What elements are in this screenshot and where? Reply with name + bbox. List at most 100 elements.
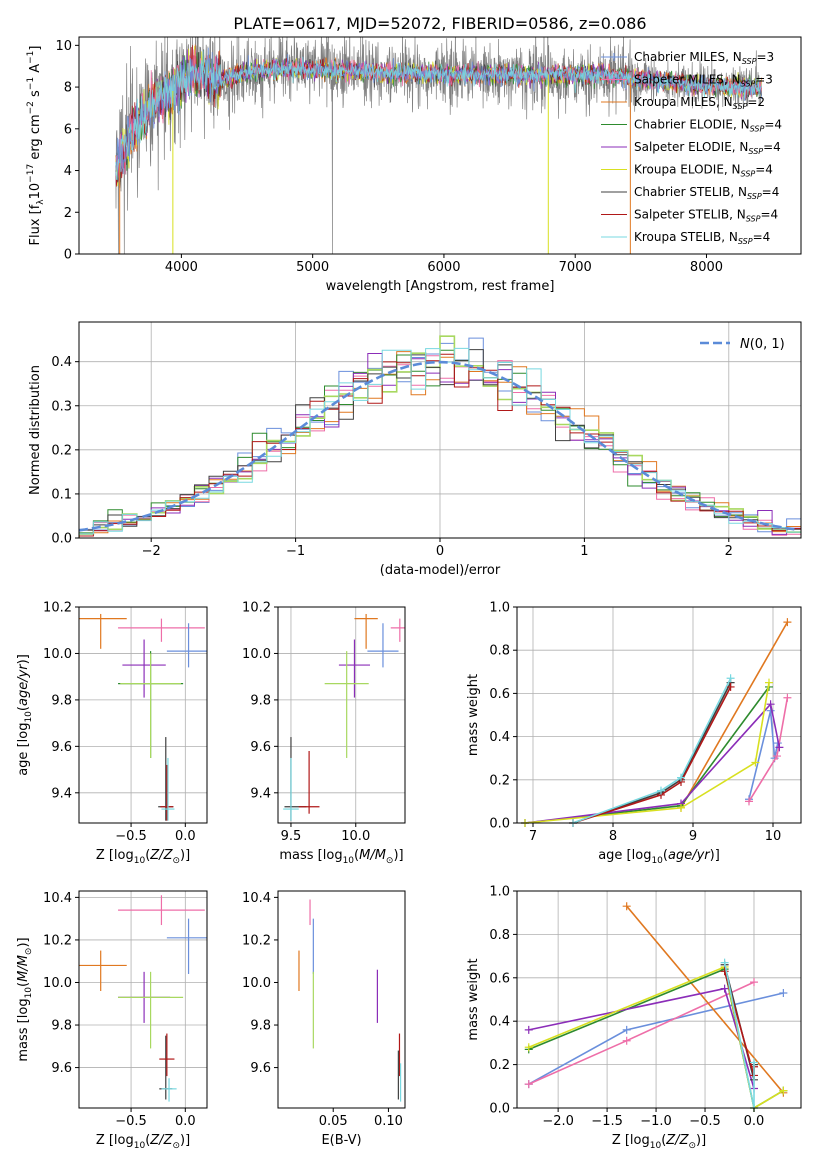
legend-label: Salpeter MILES, NSSP=3 bbox=[634, 73, 773, 89]
weight-marker bbox=[524, 1025, 533, 1034]
mass-vs-extinction-chart: 0.05 0.10 9.6 9.8 10.0 10.2 10.4 E(B-V) bbox=[242, 890, 406, 1148]
y-tick-label: 0.0 bbox=[489, 1102, 510, 1117]
y-tick-label: 10.0 bbox=[43, 976, 72, 991]
residuals-plot-area bbox=[79, 335, 801, 538]
x-tick-label: 10 bbox=[765, 829, 782, 844]
y-tick-label: 0.0 bbox=[51, 532, 72, 547]
x-tick-label: 5000 bbox=[296, 260, 329, 275]
y-tick-label: 10 bbox=[55, 39, 72, 54]
errorbar-point bbox=[367, 623, 399, 668]
x-axis-label: mass [log10(M/M⊙)] bbox=[279, 848, 403, 866]
errorbar-point bbox=[161, 757, 175, 821]
x-axis-label: E(B-V) bbox=[321, 1133, 361, 1148]
weight-marker bbox=[726, 682, 735, 691]
weight-marker bbox=[622, 1036, 631, 1045]
y-tick-label: 0.2 bbox=[489, 773, 510, 788]
x-axis-label: age [log10(age/yr)] bbox=[598, 848, 720, 866]
weight-series-kroupa-miles bbox=[626, 905, 785, 1094]
grid-lines bbox=[79, 891, 207, 1108]
weight-marker bbox=[720, 967, 729, 976]
errorbar-point bbox=[160, 764, 174, 821]
x-tick-label: 9.5 bbox=[281, 829, 302, 844]
weight-series-salpeter-elodie bbox=[524, 702, 781, 824]
errorbar-point bbox=[161, 1078, 177, 1102]
x-tick-label: 0.0 bbox=[175, 829, 196, 844]
x-tick-label: −2 bbox=[142, 544, 161, 559]
y-tick-label: 9.8 bbox=[51, 1019, 72, 1034]
legend-label: Kroupa MILES, NSSP=2 bbox=[634, 95, 765, 111]
mass_vs_Z-plot-area bbox=[79, 895, 207, 1102]
y-tick-label: 9.6 bbox=[250, 740, 271, 755]
y-tick-label: 10.2 bbox=[242, 601, 271, 616]
errorbar-point bbox=[338, 639, 371, 698]
errorbar-point bbox=[298, 751, 320, 814]
legend-label: Salpeter STELIB, NSSP=4 bbox=[634, 208, 778, 224]
y-tick-label: 10.4 bbox=[43, 891, 72, 906]
plot-frame bbox=[516, 606, 802, 824]
y-tick-label: 0.3 bbox=[51, 399, 72, 414]
errorbar-point bbox=[159, 1033, 175, 1077]
weight-series-kroupa-elodie bbox=[524, 682, 770, 824]
y-axis-label: Flux [fλ10−17 erg cm−2 s−1 A−1] bbox=[26, 46, 46, 246]
x-tick-label: 8000 bbox=[690, 260, 723, 275]
legend-label: Kroupa ELODIE, NSSP=4 bbox=[634, 163, 773, 179]
weight-marker bbox=[726, 674, 735, 683]
x-tick-label: −1.0 bbox=[640, 1114, 672, 1129]
errorbar-point bbox=[166, 623, 207, 668]
weight-series-salpeter-miles bbox=[748, 697, 789, 802]
y-tick-label: 10.2 bbox=[43, 601, 72, 616]
y-tick-label: 10.0 bbox=[242, 976, 271, 991]
weight-marker bbox=[779, 988, 788, 997]
y-tick-label: 0.4 bbox=[489, 1015, 510, 1030]
legend-marker bbox=[610, 53, 618, 61]
x-tick-label: 10.0 bbox=[341, 829, 370, 844]
weight-marker bbox=[677, 773, 685, 782]
legend-label: Chabrier MILES, NSSP=3 bbox=[634, 50, 774, 66]
weight-marker bbox=[783, 618, 792, 627]
spectrum-chart: 4000 5000 6000 7000 8000 0 2 4 6 8 10 wavelength [A… bbox=[26, 36, 802, 294]
x-tick-label: 0 bbox=[436, 544, 444, 559]
y-tick-label: 10.0 bbox=[242, 647, 271, 662]
y-tick-label: 6 bbox=[64, 122, 72, 137]
weight-marker bbox=[749, 978, 758, 987]
y-tick-label: 0.6 bbox=[489, 971, 510, 986]
weight-marker bbox=[677, 803, 685, 812]
weight-vs-metallicity-chart: −2.0 −1.5 −1.0 −0.5 0.0 0.0 0.2 0.4 0.6 0.8 1.0 Z [… bbox=[466, 885, 802, 1151]
y-tick-label: 9.8 bbox=[51, 693, 72, 708]
x-tick-label: −1.5 bbox=[591, 1114, 623, 1129]
y-tick-label: 0.8 bbox=[489, 644, 510, 659]
age_vs_mass-plot-area bbox=[283, 613, 405, 821]
errorbar-point bbox=[283, 757, 299, 821]
y-tick-label: 9.4 bbox=[250, 786, 271, 801]
x-tick-label: 0.0 bbox=[744, 1114, 765, 1129]
x-tick-label: −0.5 bbox=[115, 1114, 147, 1129]
y-tick-label: 8 bbox=[64, 81, 72, 96]
y-tick-label: 1.0 bbox=[489, 885, 510, 900]
legend-label: Salpeter ELODIE, NSSP=4 bbox=[634, 140, 781, 156]
y-tick-label: 0.1 bbox=[51, 487, 72, 502]
x-axis-label: Z [log10(Z/Z⊙)] bbox=[96, 1133, 190, 1151]
errorbar-point bbox=[390, 618, 405, 642]
weight-marker bbox=[657, 786, 665, 795]
residual-histogram-chabrier-stelib bbox=[79, 349, 801, 538]
errorbar-point bbox=[122, 639, 166, 698]
y-tick-label: 0.2 bbox=[489, 1058, 510, 1073]
weight-marker bbox=[773, 752, 781, 761]
errorbar-point bbox=[118, 618, 205, 642]
y-tick-label: 9.8 bbox=[250, 693, 271, 708]
age_vs_Z-plot-area bbox=[79, 613, 207, 821]
weight-series-kroupa-miles bbox=[680, 621, 789, 809]
y-tick-label: 10.4 bbox=[242, 891, 271, 906]
errorbar-point bbox=[118, 895, 205, 926]
x-axis-label: Z [log10(Z/Z⊙)] bbox=[612, 1133, 706, 1151]
y-tick-label: 1.0 bbox=[489, 601, 510, 616]
mass_vs_ebv-plot-area bbox=[298, 899, 402, 1102]
age-vs-mass-chart: 9.5 10.0 9.4 9.6 9.8 10.0 10.2 mass [log10(M/M⊙… bbox=[242, 601, 406, 866]
errorbar-point bbox=[354, 613, 378, 649]
x-tick-label: 6000 bbox=[427, 260, 460, 275]
weight-series-chabrier-elodie bbox=[524, 686, 770, 824]
weight-marker bbox=[766, 700, 775, 709]
plot-frame bbox=[78, 36, 802, 255]
weight-marker bbox=[783, 693, 792, 702]
weight_vs_Z-plot-area bbox=[524, 902, 788, 1112]
